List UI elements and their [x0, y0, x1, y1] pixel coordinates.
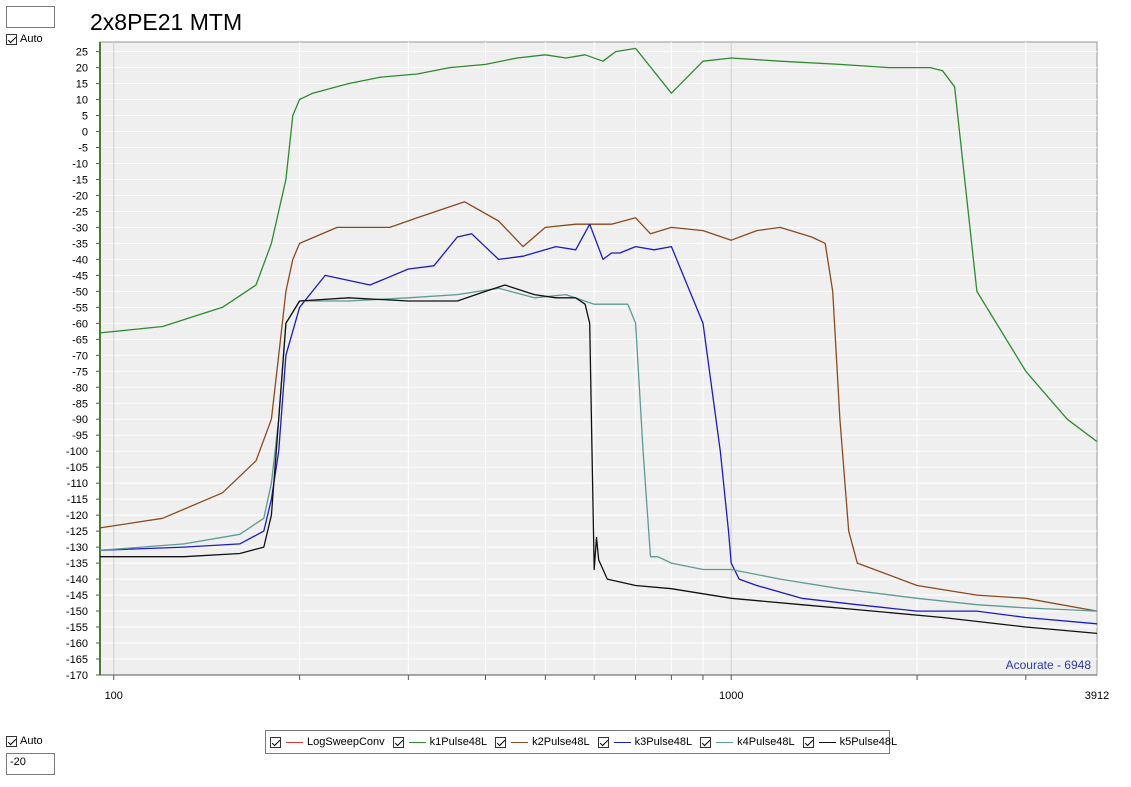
y-tick-label: -60 [72, 318, 88, 330]
y-tick-label: 10 [76, 95, 88, 107]
plot-area [99, 41, 1098, 676]
legend-item-k2Pulse48L[interactable]: k2Pulse48L [495, 736, 590, 748]
y-min-input[interactable]: -20 [6, 753, 55, 775]
checkbox-icon[interactable] [6, 735, 17, 747]
legend-swatch [286, 741, 303, 743]
watermark-label: Acourate - 6948 [1006, 658, 1092, 672]
legend-item-k3Pulse48L[interactable]: k3Pulse48L [597, 736, 693, 748]
y-tick-label: -45 [72, 270, 88, 282]
legend-item-k4Pulse48L[interactable]: k4Pulse48L [700, 736, 795, 748]
series-line-k5Pulse48L [100, 284, 1098, 635]
legend-swatch [511, 741, 529, 743]
series-line-k2Pulse48L [99, 201, 1098, 612]
y-tick-label: -85 [72, 398, 88, 410]
y-tick-label: -170 [66, 670, 88, 682]
checkbox-icon[interactable] [6, 33, 17, 45]
y-tick-label: -25 [72, 206, 88, 218]
y-tick-label: -10 [72, 158, 88, 170]
legend-checkbox-icon[interactable] [495, 736, 507, 748]
x-tick-label: 3912 [1085, 690, 1109, 702]
y-tick-label: -55 [72, 302, 88, 314]
legend-label: k4Pulse48L [737, 736, 795, 748]
y-tick-label: -165 [66, 654, 88, 666]
legend-checkbox-icon[interactable] [597, 736, 609, 748]
y-tick-label: -30 [72, 222, 88, 234]
series-line-k3Pulse48L [99, 223, 1098, 625]
y-tick-label: -160 [66, 638, 88, 650]
y-max-input[interactable] [6, 6, 55, 28]
legend-checkbox-icon[interactable] [392, 736, 404, 748]
y-tick-label: -95 [72, 430, 88, 442]
y-tick-label: -120 [66, 510, 88, 522]
legend: LogSweepConv k1Pulse48L k2Pulse48L k3Pulse4… [265, 730, 897, 754]
y-tick-label: -50 [72, 286, 88, 298]
legend-swatch [408, 741, 426, 743]
y-tick-label: -145 [66, 590, 88, 602]
y-tick-label: -150 [66, 606, 88, 618]
y-tick-label: 5 [82, 111, 88, 123]
y-tick-label: 20 [76, 63, 88, 75]
legend-checkbox-icon[interactable] [802, 736, 814, 748]
y-tick-label: -35 [72, 238, 88, 250]
y-tick-label: -110 [67, 478, 88, 490]
y-tick-label: 0 [82, 127, 88, 139]
y-tick-label: -15 [72, 174, 88, 186]
y-tick-label: -40 [72, 254, 88, 266]
legend-label: k5Pulse48L [839, 736, 898, 748]
y-tick-label: -115 [67, 494, 88, 506]
chart-title: 2x8PE21 MTM [90, 9, 243, 35]
y-auto-bottom-label: Auto [20, 735, 43, 747]
y-tick-label: 15 [76, 79, 88, 91]
y-tick-label: -70 [72, 350, 88, 362]
x-tick-label: 1000 [719, 690, 743, 702]
legend-checkbox-icon[interactable] [700, 736, 712, 748]
legend-label: k3Pulse48L [634, 736, 693, 748]
y-tick-label: -80 [72, 382, 88, 394]
y-tick-label: -65 [72, 334, 88, 346]
legend-item-LogSweepConv[interactable]: LogSweepConv [270, 736, 385, 748]
y-tick-label: -105 [66, 462, 88, 474]
y-tick-label: -90 [72, 414, 88, 426]
series-line-k1Pulse48L [99, 47, 1098, 443]
legend-label: LogSweepConv [307, 736, 385, 748]
y-tick-label: -20 [72, 190, 88, 202]
y-auto-top-checkbox[interactable]: Auto [6, 33, 43, 45]
y-tick-label: -135 [66, 558, 88, 570]
legend-swatch [613, 741, 631, 743]
y-tick-label: -5 [78, 143, 88, 155]
legend-label: k1Pulse48L [429, 736, 488, 748]
legend-checkbox-icon[interactable] [270, 736, 281, 748]
legend-swatch [716, 741, 734, 743]
x-tick-label: 100 [105, 690, 123, 702]
legend-item-k1Pulse48L[interactable]: k1Pulse48L [392, 736, 488, 748]
y-tick-label: -130 [66, 542, 88, 554]
y-tick-label: 25 [76, 47, 88, 59]
legend-swatch [818, 741, 836, 743]
y-tick-label: -100 [66, 446, 88, 458]
y-tick-label: -155 [66, 622, 88, 634]
y-tick-label: -140 [66, 574, 88, 586]
y-auto-bottom-checkbox[interactable]: Auto [6, 735, 43, 747]
y-auto-top-label: Auto [20, 33, 43, 45]
y-tick-label: -125 [66, 526, 88, 538]
y-tick-label: -75 [72, 366, 88, 378]
legend-label: k2Pulse48L [532, 736, 590, 748]
legend-item-k5Pulse48L[interactable]: k5Pulse48L [802, 736, 898, 748]
